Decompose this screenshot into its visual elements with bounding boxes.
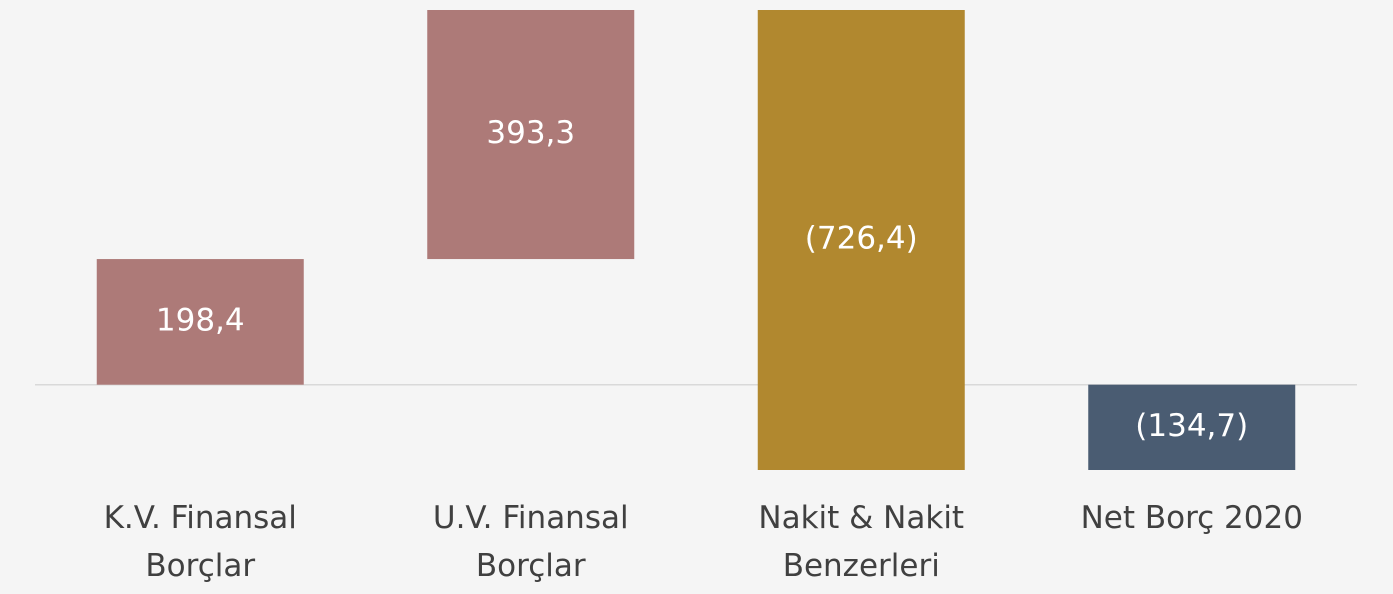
bar <box>96 259 304 385</box>
bar <box>427 10 635 260</box>
bar <box>757 10 965 470</box>
x-tick-label: K.V. Finansal Borçlar <box>103 500 297 584</box>
x-tick-label: U.V. Finansal Borçlar <box>432 500 629 584</box>
bar <box>1088 384 1296 470</box>
value-label: 198,4 <box>156 302 245 338</box>
value-label: (726,4) <box>805 221 918 257</box>
value-label: (134,7) <box>1135 408 1248 444</box>
x-tick-label: Net Borç 2020 <box>1080 500 1303 536</box>
value-label: 393,3 <box>486 115 575 151</box>
x-tick-label: Nakit & Nakit Benzerleri <box>758 500 965 584</box>
